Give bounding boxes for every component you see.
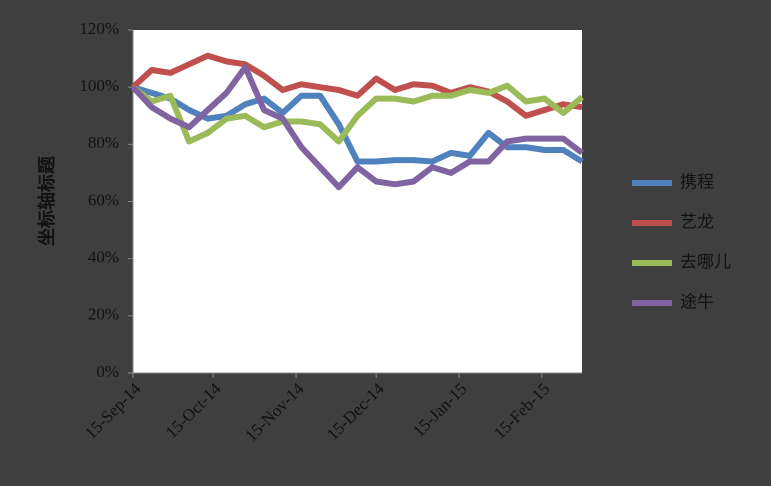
legend-label: 去哪儿: [680, 252, 731, 271]
y-tick-label: 0%: [96, 362, 119, 381]
plot-area: [133, 30, 582, 373]
series-line: [131, 82, 584, 145]
y-tick-label: 100%: [79, 76, 119, 95]
series-line: [130, 52, 583, 119]
y-tick-label: 40%: [88, 248, 119, 267]
legend-label: 携程: [680, 172, 714, 191]
y-tick-label: 20%: [88, 305, 119, 324]
y-tick-label: 120%: [79, 19, 119, 38]
legend-label: 途牛: [680, 292, 714, 311]
legend-label: 艺龙: [680, 212, 714, 231]
y-tick-label: 60%: [88, 190, 119, 209]
y-tick-label: 80%: [88, 133, 119, 152]
series-line: [130, 64, 584, 191]
y-axis-title: 坐标轴标题: [36, 155, 57, 246]
series-line: [132, 84, 584, 165]
